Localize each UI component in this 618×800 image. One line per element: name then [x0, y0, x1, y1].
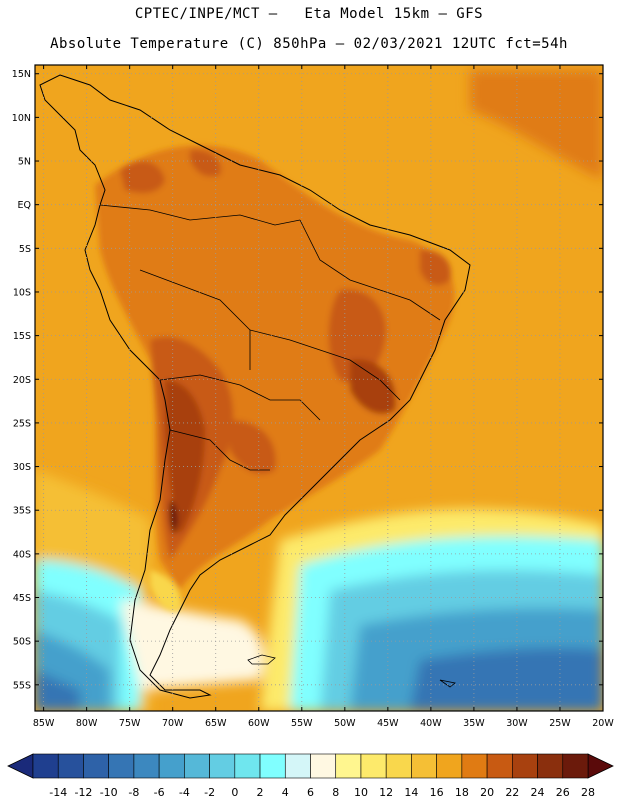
colorbar-swatch — [360, 753, 387, 779]
colorbar-swatch — [133, 753, 160, 779]
lon-label: 55W — [291, 718, 313, 729]
colorbar-swatch — [436, 753, 463, 779]
colorbar-swatch — [512, 753, 538, 779]
colorbar-label: 2 — [257, 786, 264, 799]
lat-label: 55S — [13, 680, 31, 691]
colorbar-label: 16 — [430, 786, 444, 799]
colorbar-label: 22 — [505, 786, 519, 799]
lat-label: 25S — [13, 418, 31, 429]
colorbar-label: -12 — [74, 786, 92, 799]
lat-label: 10N — [12, 113, 31, 124]
lon-label: 60W — [248, 718, 270, 729]
colorbar-swatch — [57, 753, 84, 779]
colorbar-label: 0 — [231, 786, 238, 799]
colorbar-swatch — [108, 753, 135, 779]
colorbar-label: -10 — [100, 786, 118, 799]
lat-lon-gridlines — [35, 65, 604, 711]
colorbar-swatch — [486, 753, 513, 779]
colorbar-label: 24 — [531, 786, 545, 799]
lon-label: 30W — [506, 718, 528, 729]
lat-label: 10S — [13, 287, 31, 298]
colorbar-label: 14 — [404, 786, 418, 799]
lon-label: 50W — [334, 718, 356, 729]
temperature-field — [35, 65, 603, 711]
colorbar-swatch — [310, 753, 337, 779]
axis-ticks — [35, 65, 604, 711]
lon-label: 75W — [119, 718, 141, 729]
colorbar-label: 10 — [354, 786, 368, 799]
colorbar-min-arrow — [7, 753, 34, 779]
lon-label: 85W — [33, 718, 55, 729]
map-frame — [34, 64, 604, 712]
colorbar-label: 8 — [332, 786, 339, 799]
colorbar-swatch — [562, 753, 589, 779]
colorbar-label: -14 — [49, 786, 67, 799]
colorbar-max-arrow — [587, 753, 614, 779]
colorbar-swatch — [209, 753, 236, 779]
lat-label: EQ — [18, 200, 31, 211]
colorbar-swatch — [284, 753, 311, 779]
colorbar-swatch — [335, 753, 362, 779]
lon-label: 35W — [463, 718, 485, 729]
colorbar-label: 12 — [379, 786, 393, 799]
lat-label: 45S — [13, 593, 31, 604]
lon-label: 20W — [592, 718, 614, 729]
lon-label: 80W — [76, 718, 98, 729]
colorbar-swatch — [83, 753, 109, 779]
colorbar-label: -2 — [204, 786, 215, 799]
chart-title-line1: CPTEC/INPE/MCT – Eta Model 15km – GFS — [134, 6, 484, 22]
lat-label: 35S — [13, 506, 31, 517]
colorbar-label: -4 — [179, 786, 190, 799]
lat-label: 20S — [13, 375, 31, 386]
colorbar-swatch — [411, 753, 437, 779]
colorbar-label: 4 — [282, 786, 289, 799]
colorbar-swatch — [385, 753, 412, 779]
longitude-labels: 85W 80W 75W 70W 65W 60W 55W 50W 45W 40W 35W 30W 25W 2… — [33, 718, 614, 729]
colorbar-swatch — [259, 753, 286, 779]
lon-label: 45W — [377, 718, 399, 729]
colorbar-label: 26 — [556, 786, 570, 799]
colorbar-swatch — [158, 753, 185, 779]
lat-label: 5S — [19, 244, 31, 255]
latitude-labels: 15N 10N 5N EQ 5S 10S 15S 20S 25S 30S 35S 40S 45S 50S 5… — [12, 69, 31, 691]
lat-label: 40S — [13, 549, 31, 560]
colorbar-label: -8 — [128, 786, 139, 799]
colorbar-label: 28 — [581, 786, 595, 799]
chart-title-line2: Absolute Temperature (C) 850hPa – 02/03/… — [50, 36, 568, 52]
lon-label: 65W — [205, 718, 227, 729]
colorbar-swatch — [234, 753, 261, 779]
colorbar-label: 20 — [480, 786, 494, 799]
lon-label: 25W — [549, 718, 571, 729]
lat-label: 15S — [13, 331, 31, 342]
colorbar-label: -6 — [154, 786, 165, 799]
lat-label: 50S — [13, 637, 31, 648]
colorbar-swatch — [32, 753, 59, 779]
lon-label: 40W — [420, 718, 442, 729]
colorbar-swatch — [184, 753, 210, 779]
lon-label: 70W — [162, 718, 184, 729]
colorbar-label: 18 — [455, 786, 469, 799]
lat-label: 15N — [12, 69, 31, 80]
lat-label: 30S — [13, 462, 31, 473]
colorbar-label: 6 — [307, 786, 314, 799]
lat-label: 5N — [18, 157, 31, 168]
colorbar-swatch — [537, 753, 564, 779]
colorbar-swatch — [461, 753, 488, 779]
colorbar: -14 -12 -10 -8 -6 -4 -2 0 2 4 6 8 10 12 14 16 18 20 22 24 26… — [7, 753, 614, 799]
